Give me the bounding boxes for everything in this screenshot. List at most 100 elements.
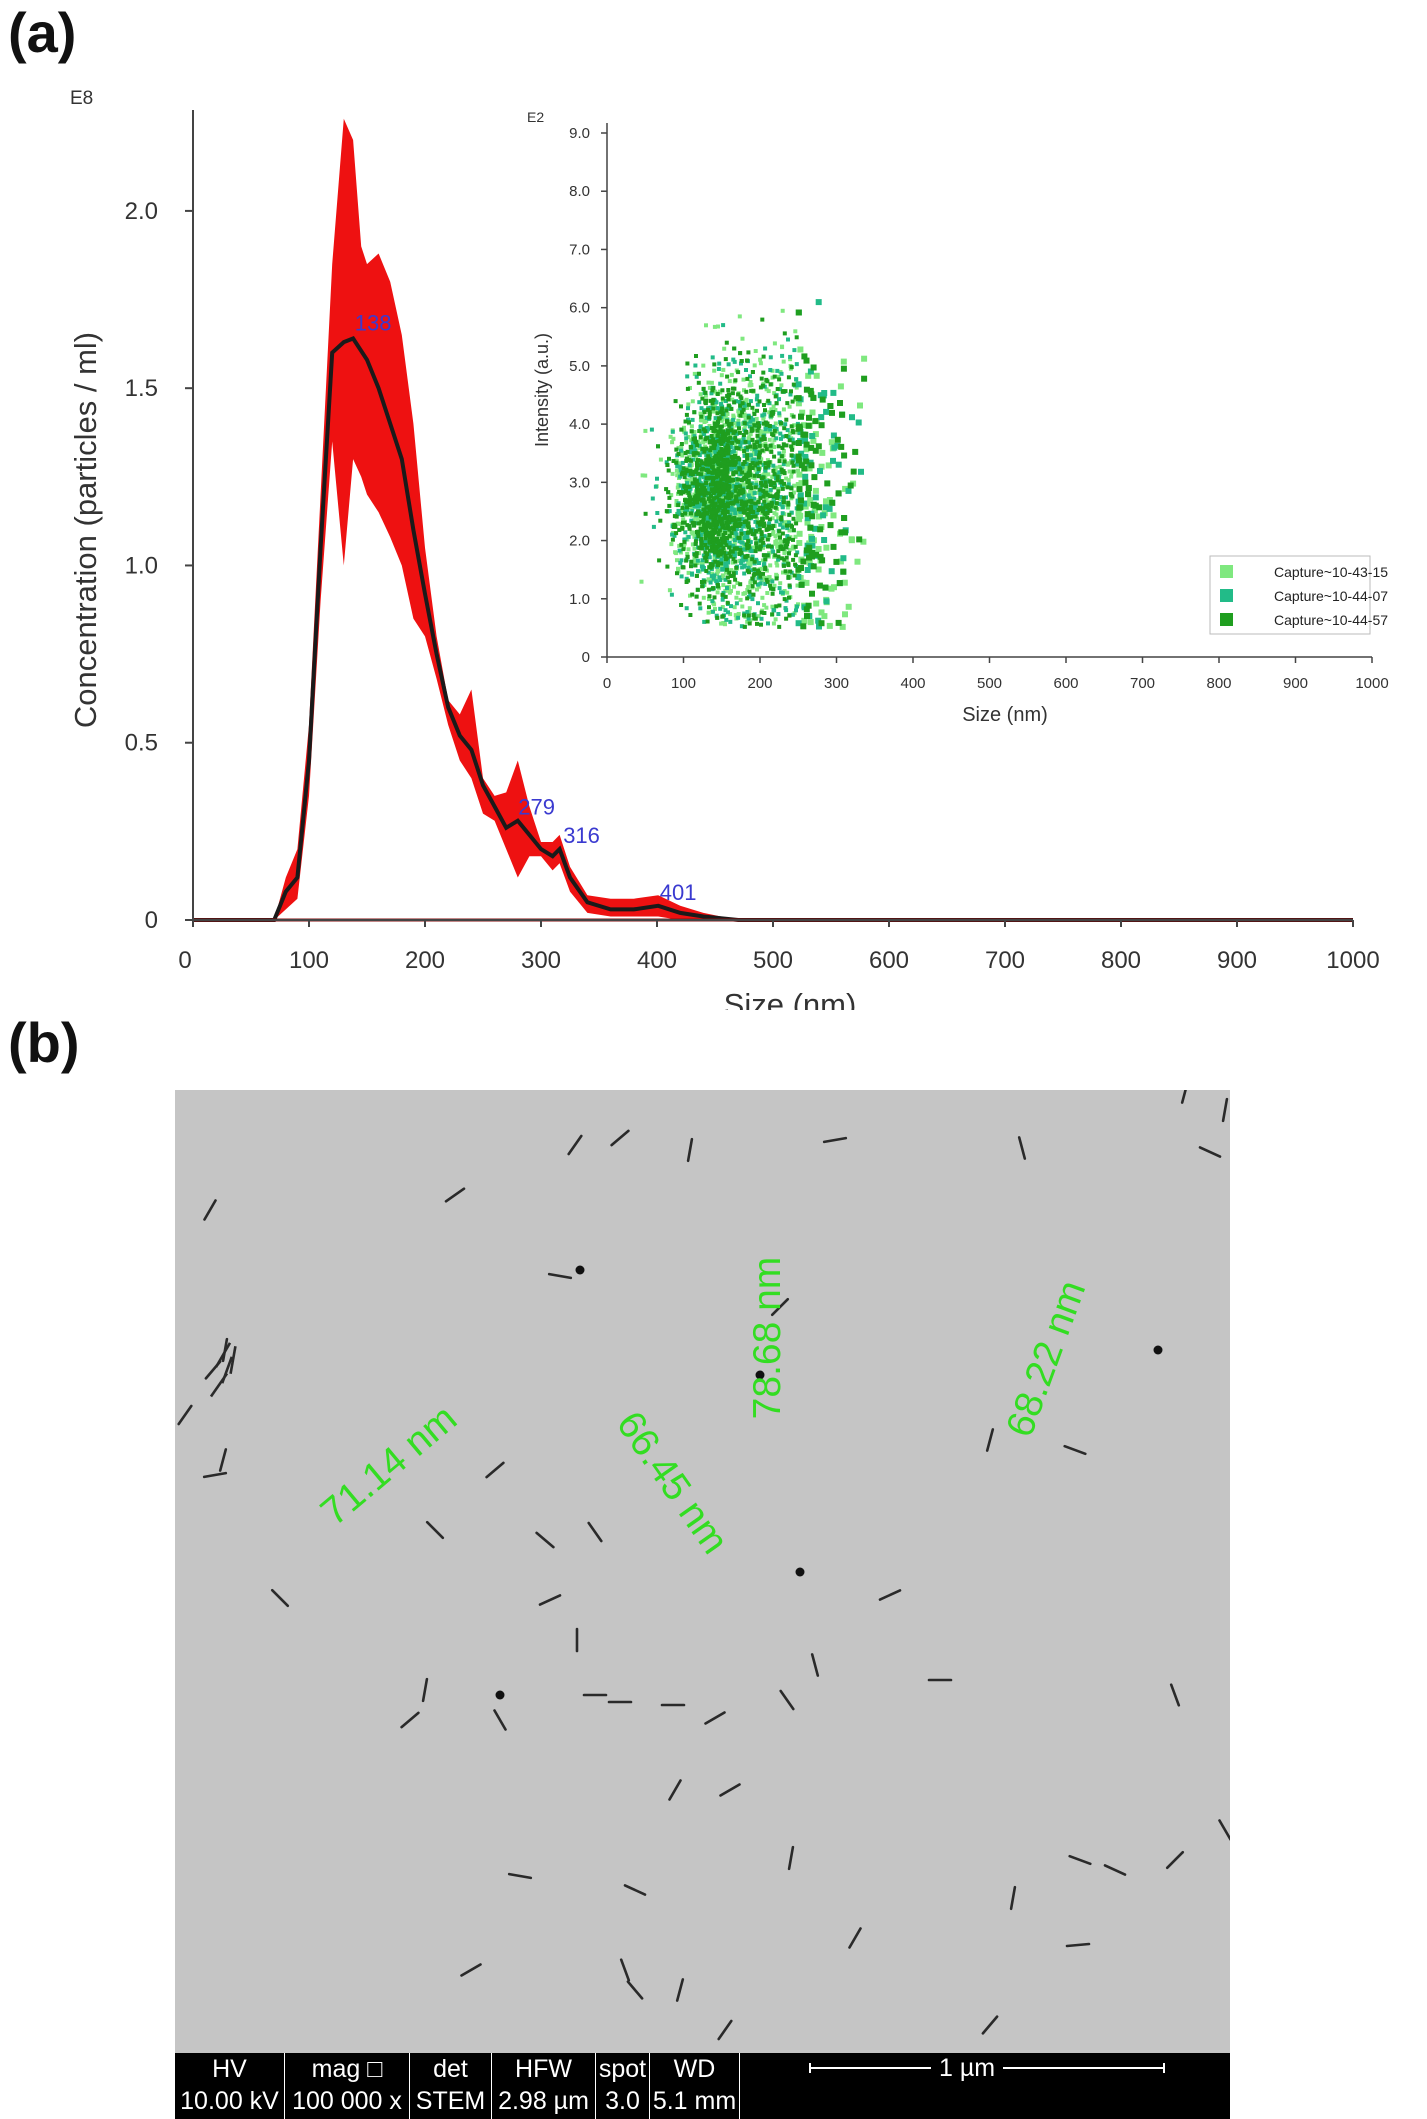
scatter-point (758, 487, 763, 492)
scatter-point (726, 422, 731, 426)
scatter-point (803, 446, 810, 453)
scatter-point (805, 602, 812, 609)
scatter-point (686, 402, 691, 407)
scatter-point (816, 582, 823, 589)
scatter-point (687, 455, 692, 459)
scatter-point (776, 554, 781, 559)
scatter-point (812, 487, 819, 494)
nanorod (770, 1297, 790, 1317)
scatter-point (720, 605, 725, 609)
scatter-point (780, 531, 785, 536)
scatter-point (753, 463, 758, 468)
scatter-point (780, 308, 785, 313)
scatter-point (709, 487, 714, 492)
scatter-point (794, 377, 799, 382)
scatter-point (696, 371, 701, 376)
scatter-point (737, 539, 742, 544)
scatter-point (754, 482, 759, 487)
tem-micrograph: 71.14 nm 66.45 nm 78.68 nm 68.22 nm HV 10.00… (175, 1090, 1230, 2119)
scatter-point (726, 493, 731, 497)
scatter-point (762, 603, 767, 608)
scatter-point (775, 474, 780, 479)
scatter-point (779, 502, 784, 507)
scatter-point (747, 621, 752, 626)
scatter-point (725, 551, 730, 556)
scatter-point (840, 358, 847, 365)
scatter-point (760, 595, 765, 600)
scatter-point (737, 536, 742, 540)
scatter-point (752, 514, 757, 519)
scatter-point (738, 497, 742, 501)
scatter-point (773, 617, 778, 622)
scatter-point (817, 553, 824, 560)
scatter-point (768, 494, 773, 499)
scatter-point (719, 517, 724, 521)
inset-y-tick-label: 5.0 (569, 358, 590, 375)
scatter-point (692, 483, 697, 488)
scatter-point (792, 483, 797, 488)
scatter-point (741, 436, 746, 441)
scatter-point (716, 532, 721, 537)
scatter-point (723, 553, 728, 558)
scatter-point (782, 557, 787, 562)
scatter-point (760, 476, 764, 481)
scatter-point (757, 527, 762, 532)
scatter-point (736, 422, 741, 427)
scatter-point (778, 387, 783, 392)
scatter-point (786, 575, 791, 580)
scatter-point (773, 421, 778, 426)
scatter-point (766, 527, 771, 532)
scatter-point (747, 383, 752, 388)
scatter-point (760, 413, 765, 418)
scatter-point (761, 381, 766, 386)
scatter-point (711, 527, 716, 532)
scatter-point (845, 487, 852, 494)
nanorod (444, 1187, 466, 1203)
scatter-point (696, 497, 701, 502)
scatter-point (713, 503, 718, 508)
scatter-point (754, 450, 759, 455)
scatter-point (829, 409, 835, 416)
scatter-point (740, 540, 744, 545)
scatter-point (779, 454, 784, 459)
scatter-point (745, 376, 750, 381)
scatter-point (715, 460, 720, 465)
scatter-point (719, 548, 724, 553)
scatter-point (689, 518, 694, 523)
scatter-point (676, 461, 681, 466)
scatter-point (826, 622, 833, 629)
scatter-point (701, 363, 706, 368)
scatter-point (770, 368, 775, 373)
scatter-point (734, 491, 739, 496)
scatter-point (802, 473, 809, 480)
scatter-point (791, 414, 796, 419)
scatter-point (764, 484, 769, 489)
y-axis-label: Concentration (particles / ml) (68, 332, 103, 728)
scatter-point (728, 419, 733, 424)
scatter-point (699, 519, 704, 524)
scatter-point (693, 448, 697, 453)
scatter-point (770, 579, 775, 584)
scatter-point (744, 397, 749, 402)
scatter-point (721, 573, 726, 578)
scatter-point (787, 583, 792, 588)
scatter-point (731, 357, 736, 362)
scatter-point (790, 437, 795, 442)
scatter-point (789, 444, 794, 449)
scatter-point (681, 547, 686, 552)
scatter-point (795, 510, 800, 515)
scatter-point (699, 514, 703, 518)
scatter-point (744, 519, 749, 524)
peak-label: 401 (660, 880, 697, 905)
nanorod (1065, 1942, 1091, 1948)
scatter-point (764, 429, 769, 434)
scatter-point (702, 473, 707, 477)
scatter-point (745, 546, 750, 551)
scatter-point (713, 519, 718, 524)
scatter-point (692, 434, 697, 439)
scatter-point (724, 478, 729, 482)
scatter-point (857, 402, 863, 409)
scatter-point (679, 558, 684, 563)
scatter-point (755, 587, 759, 592)
inset-x-tick-label: 500 (977, 675, 1002, 692)
